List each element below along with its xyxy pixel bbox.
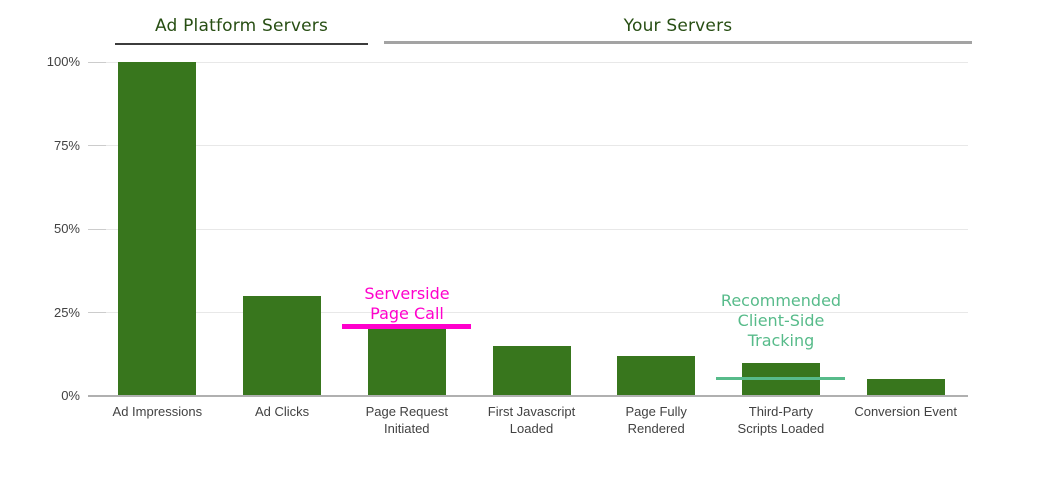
- serverside-page-call-marker-line: [342, 324, 471, 329]
- x-axis-label: Conversion Event: [854, 404, 957, 419]
- x-axis-label: Page Request Initiated: [365, 404, 448, 436]
- group-header-your-servers: Your Servers: [623, 16, 733, 36]
- x-axis-label: Page Fully Rendered: [625, 404, 687, 436]
- y-tick-50: [88, 228, 106, 230]
- y-axis-label-25: 25%: [53, 304, 80, 320]
- y-tick-25: [88, 312, 106, 313]
- annotation-line-text: Tracking: [747, 331, 815, 350]
- x-axis-label: Third-Party Scripts Loaded: [737, 404, 825, 436]
- x-axis-label: First Javascript Loaded: [487, 404, 576, 436]
- bar-conversion-event: [866, 379, 945, 396]
- gridline-100: [95, 61, 968, 63]
- annotation-line-text: Recommended: [720, 291, 842, 310]
- x-axis-baseline: [88, 395, 968, 397]
- serverside-page-call-annotation: Serverside Page Call: [332, 284, 482, 324]
- annotation-line-text: Client-Side: [737, 311, 825, 330]
- y-tick-100: [88, 61, 106, 63]
- bar-ad-clicks: [243, 295, 322, 396]
- bar-first-javascript-loaded: [492, 345, 571, 396]
- bar-page-fully-rendered: [617, 355, 696, 396]
- bar-page-request-initiated: [367, 329, 446, 396]
- y-axis-label-75: 75%: [53, 137, 80, 153]
- annotation-line-text: Page Call: [370, 304, 444, 323]
- annotation-line-text: Serverside: [364, 284, 450, 303]
- gridline-75: [95, 145, 968, 146]
- gridline-25: [95, 312, 968, 313]
- bar-ad-impressions: [118, 62, 197, 396]
- y-axis-label-50: 50%: [53, 221, 80, 236]
- y-axis-label-100: 100%: [46, 54, 80, 69]
- x-axis-label: Ad Clicks: [254, 404, 310, 419]
- y-tick-75: [88, 145, 106, 146]
- recommended-client-side-tracking-annotation: Recommended Client-Side Tracking: [706, 291, 856, 351]
- recommended-client-side-tracking-marker-line: [716, 377, 845, 380]
- your-servers-underline: [384, 41, 972, 44]
- x-axis-label: Ad Impressions: [112, 404, 203, 419]
- y-axis-label-0: 0%: [61, 388, 80, 403]
- gridline-50: [95, 228, 968, 230]
- ad-platform-servers-underline: [115, 43, 368, 45]
- group-header-ad-platform-servers: Ad Platform Servers: [154, 16, 329, 36]
